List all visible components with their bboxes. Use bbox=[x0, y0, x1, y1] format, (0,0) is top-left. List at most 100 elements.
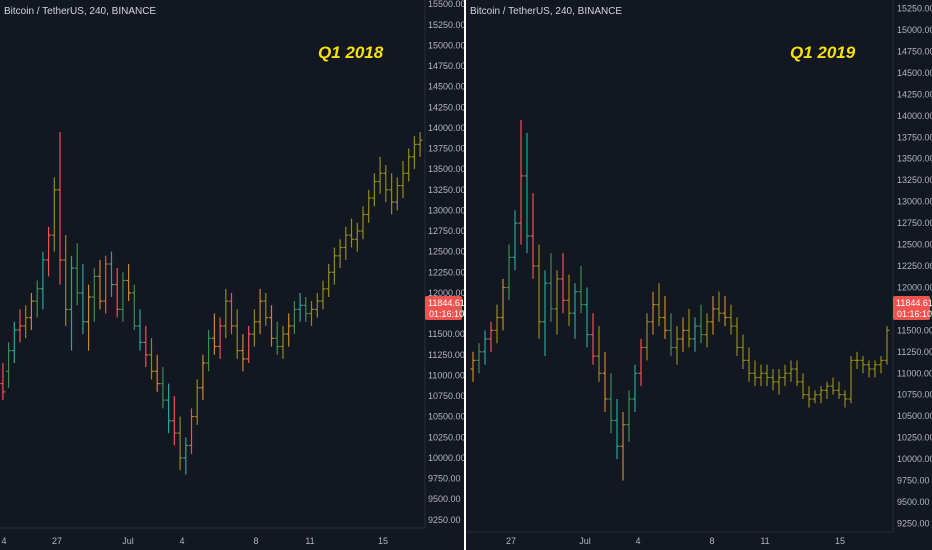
price-bar bbox=[91, 268, 97, 322]
price-bar bbox=[137, 309, 143, 351]
price-bar bbox=[223, 288, 229, 339]
price-bar bbox=[320, 280, 326, 310]
price-bar bbox=[686, 308, 692, 348]
price-tick-label: 11000.00 bbox=[897, 368, 932, 378]
price-bar bbox=[824, 381, 830, 399]
price-tick-label: 12750.00 bbox=[897, 218, 932, 228]
price-bar bbox=[246, 325, 252, 363]
price-tick-label: 11000.00 bbox=[428, 370, 465, 380]
price-bar bbox=[371, 173, 377, 207]
price-bar bbox=[872, 360, 878, 378]
left-price-bars bbox=[0, 132, 423, 475]
price-bar bbox=[154, 354, 160, 392]
price-tick-label: 9250.00 bbox=[428, 515, 461, 525]
price-bar bbox=[103, 255, 109, 314]
price-bar bbox=[782, 364, 788, 387]
price-bar bbox=[806, 386, 812, 408]
time-tick-label: 4 bbox=[179, 536, 184, 546]
price-bar bbox=[716, 291, 722, 322]
price-bar bbox=[614, 399, 620, 460]
price-bar bbox=[752, 360, 758, 387]
price-tick-label: 10250.00 bbox=[428, 432, 466, 442]
left-time-axis[interactable]: 4 27 Jul 4 8 11 15 bbox=[1, 536, 388, 546]
price-bar bbox=[97, 259, 103, 310]
price-bar bbox=[63, 235, 69, 326]
price-bar bbox=[884, 326, 890, 365]
price-bar bbox=[512, 210, 518, 271]
price-bar bbox=[274, 321, 280, 355]
price-bar bbox=[548, 253, 554, 322]
price-bar bbox=[854, 351, 860, 369]
price-bar bbox=[6, 342, 12, 388]
price-bar bbox=[788, 360, 794, 382]
price-bar bbox=[878, 356, 884, 374]
time-tick-label: Jul bbox=[579, 536, 591, 546]
price-bar bbox=[303, 297, 309, 322]
price-bar bbox=[722, 296, 728, 327]
price-bar bbox=[160, 367, 166, 409]
price-bar bbox=[638, 338, 644, 387]
time-tick-label: 11 bbox=[305, 536, 314, 546]
price-bar bbox=[326, 264, 332, 297]
price-tick-label: 11250.00 bbox=[428, 350, 465, 360]
price-bar bbox=[746, 347, 752, 382]
price-bar bbox=[120, 272, 126, 322]
price-tick-label: 15250.00 bbox=[897, 4, 932, 14]
price-bar bbox=[394, 177, 400, 211]
price-bar bbox=[80, 264, 86, 335]
price-bar bbox=[171, 396, 177, 446]
price-bar bbox=[866, 360, 872, 378]
price-bar bbox=[692, 317, 698, 352]
price-bar bbox=[257, 288, 263, 335]
price-bar bbox=[590, 313, 596, 365]
left-countdown-label: 01:16:10 bbox=[429, 309, 464, 319]
price-bar bbox=[46, 226, 52, 277]
price-bar bbox=[211, 313, 217, 355]
price-bar bbox=[366, 189, 372, 223]
price-bar bbox=[674, 326, 680, 365]
left-price-axis[interactable]: 15500.00 15250.00 15000.00 14750.00 14500.00… bbox=[428, 0, 466, 525]
price-bar bbox=[818, 386, 824, 404]
price-tick-label: 13500.00 bbox=[428, 164, 466, 174]
right-chart-panel[interactable]: 15250.00 15000.00 14750.00 14500.00 14250.00… bbox=[466, 0, 932, 546]
left-chart-panel[interactable]: 15500.00 15250.00 15000.00 14750.00 14500.00… bbox=[0, 0, 466, 546]
price-bar bbox=[297, 292, 303, 322]
right-time-axis[interactable]: 27 Jul 4 8 11 15 bbox=[506, 536, 845, 546]
price-tick-label: 10000.00 bbox=[428, 453, 466, 463]
price-bar bbox=[354, 222, 360, 252]
left-last-price-badge bbox=[425, 296, 462, 320]
price-bar bbox=[554, 270, 560, 335]
price-bar bbox=[842, 390, 848, 408]
right-last-price-badge bbox=[893, 296, 930, 320]
price-bar bbox=[149, 338, 154, 380]
price-bar bbox=[240, 334, 246, 372]
price-tick-label: 12250.00 bbox=[428, 267, 466, 277]
price-bar bbox=[269, 305, 274, 347]
price-bar bbox=[488, 321, 494, 352]
price-bar bbox=[411, 136, 417, 170]
price-tick-label: 10250.00 bbox=[897, 433, 932, 443]
price-bar bbox=[183, 437, 189, 475]
price-bar bbox=[506, 244, 512, 301]
price-bar bbox=[704, 313, 710, 348]
price-bar bbox=[229, 292, 234, 335]
price-tick-label: 14750.00 bbox=[897, 47, 932, 57]
price-tick-label: 9500.00 bbox=[428, 494, 461, 504]
price-bar bbox=[349, 218, 354, 248]
price-tick-label: 15250.00 bbox=[428, 20, 466, 30]
price-bar bbox=[337, 239, 343, 269]
price-tick-label: 14000.00 bbox=[897, 111, 932, 121]
left-chart-title: Bitcoin / TetherUS, 240, BINANCE bbox=[4, 6, 156, 17]
price-tick-label: 14250.00 bbox=[428, 102, 466, 112]
price-bar bbox=[830, 377, 836, 395]
time-tick-label: 11 bbox=[760, 536, 769, 546]
time-tick-label: Jul bbox=[122, 536, 134, 546]
right-price-axis[interactable]: 15250.00 15000.00 14750.00 14500.00 14250.00… bbox=[897, 4, 932, 529]
price-bar bbox=[572, 283, 578, 339]
price-tick-label: 10500.00 bbox=[428, 412, 466, 422]
price-bar bbox=[51, 177, 57, 252]
price-tick-label: 15000.00 bbox=[897, 25, 932, 35]
price-bar bbox=[680, 317, 686, 352]
price-bar bbox=[740, 334, 746, 369]
time-tick-label: 27 bbox=[52, 536, 62, 546]
